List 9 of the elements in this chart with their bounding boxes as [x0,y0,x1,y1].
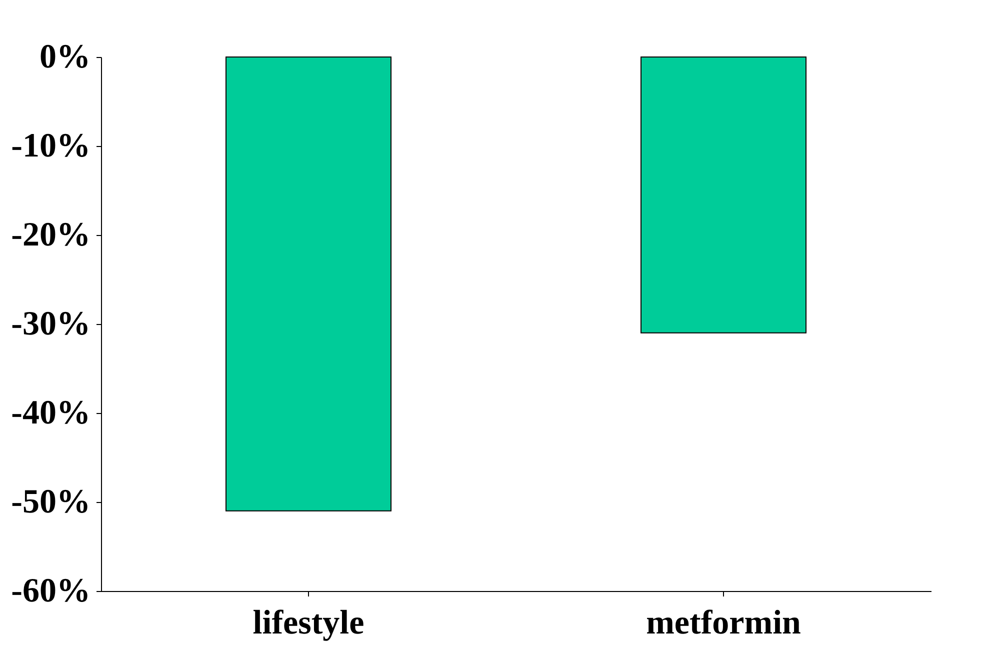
x-tick-label: lifestyle [252,604,364,642]
y-tick-label: -50% [11,484,90,520]
x-tick-label: metformin [646,604,802,642]
y-tick-label: -30% [11,306,90,342]
y-tick-label: -60% [11,572,90,610]
y-tick-label: -40% [11,394,90,432]
y-tick-label: 0% [40,38,90,76]
y-tick-label: -20% [11,216,90,254]
y-tick-label: -10% [11,128,90,164]
